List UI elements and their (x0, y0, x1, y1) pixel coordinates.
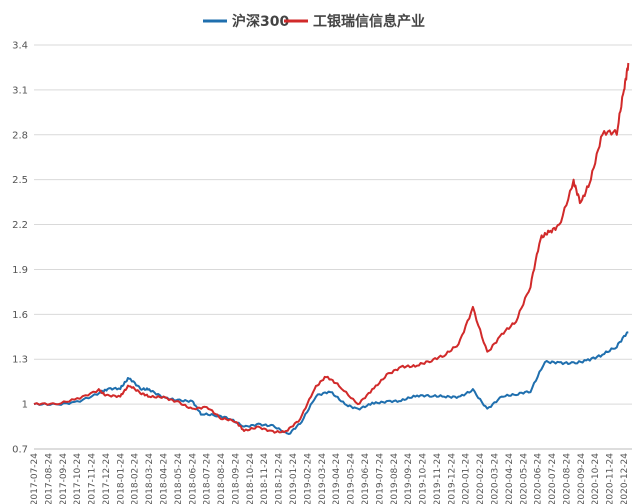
x-tick-label: 2018-02-24 (131, 453, 141, 504)
x-tick-label: 2019-05-24 (347, 453, 357, 504)
x-tick-label: 2019-07-24 (375, 453, 385, 504)
legend-label: 工银瑞信信息产业 (313, 13, 425, 30)
x-tick-label: 2018-06-24 (188, 453, 198, 504)
x-tick-label: 2019-08-24 (390, 453, 400, 504)
x-tick-label: 2020-02-24 (476, 453, 486, 504)
x-tick-label: 2020-10-24 (591, 453, 601, 504)
x-tick-label: 2019-12-24 (447, 453, 457, 504)
x-tick-label: 2018-10-24 (246, 453, 256, 504)
x-tick-label: 2018-05-24 (174, 453, 184, 504)
legend: 沪深300 工银瑞信信息产业 (203, 13, 425, 30)
x-tick-label: 2019-06-24 (361, 453, 371, 504)
x-tick-label: 2020-04-24 (505, 453, 515, 504)
series-line (33, 331, 629, 435)
y-axis-ticks: 0.7 1 1.3 1.6 1.9 2.2 2.5 2.8 3.1 3.4 (12, 41, 28, 456)
y-tick-label: 1.3 (12, 355, 28, 366)
x-tick-label: 2019-02-24 (303, 453, 313, 504)
x-tick-label: 2019-04-24 (332, 453, 342, 504)
x-tick-label: 2019-11-24 (433, 453, 443, 504)
y-tick-label: 1.9 (12, 265, 28, 276)
x-tick-label: 2020-01-24 (462, 453, 472, 504)
x-tick-label: 2018-07-24 (203, 453, 213, 504)
x-tick-label: 2020-03-24 (490, 453, 500, 504)
x-tick-label: 2017-10-24 (73, 453, 83, 504)
x-tick-label: 2020-07-24 (548, 453, 558, 504)
x-tick-label: 2017-07-24 (30, 453, 40, 504)
x-tick-label: 2019-10-24 (419, 453, 429, 504)
x-tick-label: 2018-08-24 (217, 453, 227, 504)
y-tick-label: 2.2 (12, 220, 28, 231)
y-tick-label: 3.4 (12, 41, 28, 52)
y-tick-label: 3.1 (12, 85, 28, 96)
x-tick-label: 2020-08-24 (562, 453, 572, 504)
x-tick-label: 2020-12-24 (620, 453, 630, 504)
x-tick-label: 2017-08-24 (44, 453, 54, 504)
x-tick-label: 2018-09-24 (231, 453, 241, 504)
x-tick-label: 2018-03-24 (145, 453, 155, 504)
y-tick-label: 1.6 (12, 310, 28, 321)
x-tick-label: 2019-09-24 (404, 453, 414, 504)
x-tick-label: 2018-12-24 (275, 453, 285, 504)
gridlines (34, 44, 632, 450)
y-tick-label: 2.8 (12, 130, 28, 141)
x-tick-label: 2019-01-24 (289, 453, 299, 504)
x-tick-label: 2020-05-24 (519, 453, 529, 504)
x-tick-label: 2018-04-24 (160, 453, 170, 504)
x-tick-label: 2018-11-24 (260, 453, 270, 504)
series-line (33, 62, 630, 434)
y-tick-label: 2.5 (12, 175, 28, 186)
y-tick-label: 1 (22, 400, 28, 411)
x-tick-label: 2019-03-24 (318, 453, 328, 504)
x-tick-label: 2017-09-24 (59, 453, 69, 504)
x-tick-label: 2020-11-24 (606, 453, 616, 504)
x-tick-label: 2017-12-24 (102, 453, 112, 504)
x-tick-label: 2018-01-24 (116, 453, 126, 504)
x-tick-label: 2017-11-24 (88, 453, 98, 504)
series-lines (33, 62, 630, 435)
x-axis-ticks: 2017-07-24 2017-08-24 2017-09-24 2017-10-24… (30, 453, 630, 504)
x-tick-label: 2020-06-24 (534, 453, 544, 504)
legend-label: 沪深300 (232, 13, 289, 30)
y-tick-label: 0.7 (12, 445, 28, 456)
x-tick-label: 2020-09-24 (577, 453, 587, 504)
